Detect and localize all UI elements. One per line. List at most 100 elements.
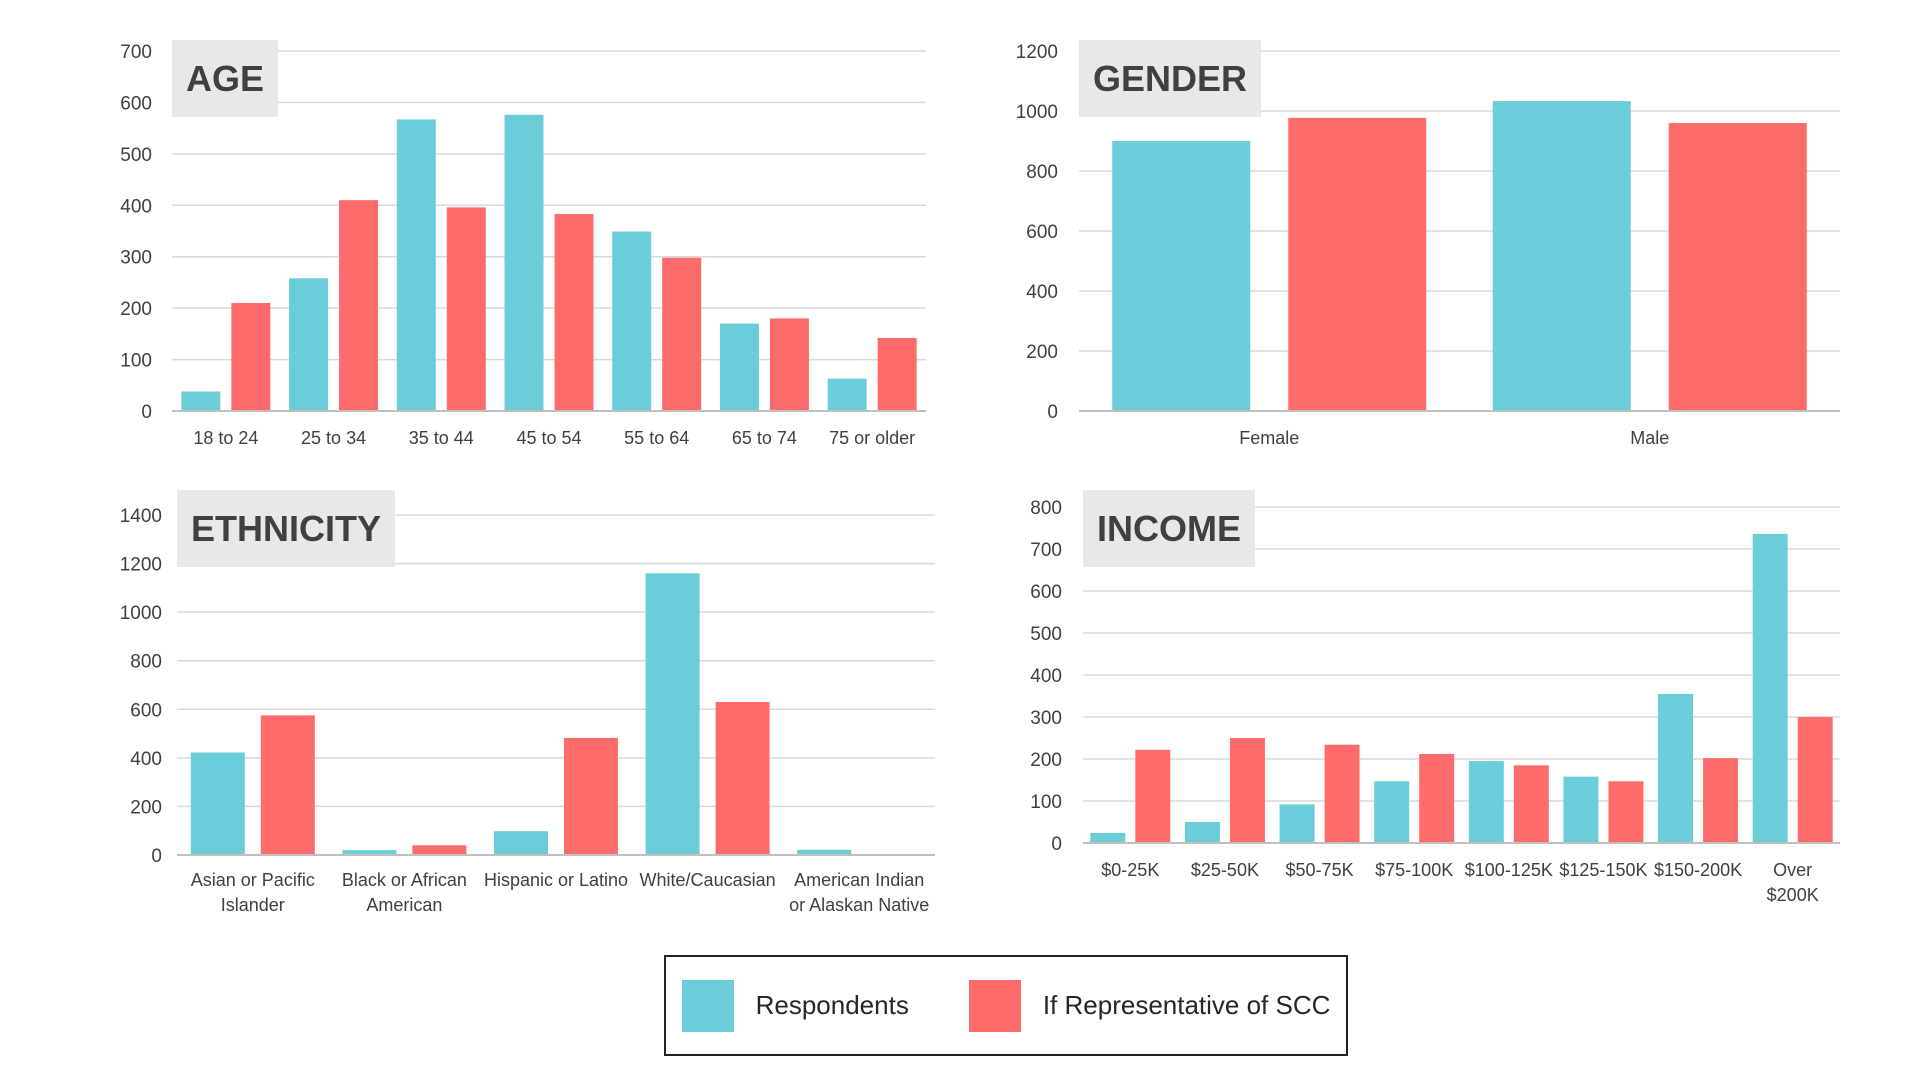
age-ytick-label: 200	[120, 299, 152, 320]
income-bar-representative	[1797, 717, 1833, 843]
income-ytick-label: 300	[1030, 708, 1062, 729]
income-chart-svg: 0 100 200 300 400 500 600 700 800 $0-25K $25-50K $5…	[1030, 498, 1840, 905]
ethnicity-bar-respondents	[797, 849, 852, 855]
income-bar-respondents	[1184, 822, 1220, 843]
age-category-label: 65 to 74	[732, 428, 797, 448]
income-bar-respondents	[1279, 804, 1315, 843]
gender-ytick-label: 0	[1047, 402, 1058, 423]
legend-item-representative: If Representative of SCC	[968, 979, 1330, 1032]
gender-category-label: Male	[1630, 428, 1669, 448]
age-bar-respondents	[612, 231, 652, 411]
gender-chart-svg: 0 200 400 600 800 1000 1200 Female Male	[1016, 42, 1840, 448]
age-ytick-label: 400	[120, 196, 152, 217]
age-chart-svg: 0 100 200 300 400 500 600 700 18 to 24 25 to 34 35…	[120, 42, 926, 448]
ethnicity-ytick-label: 800	[130, 652, 162, 673]
income-ytick-label: 0	[1051, 834, 1062, 855]
income-category-label: $125-150K	[1559, 860, 1647, 880]
age-category-label: 25 to 34	[301, 428, 366, 448]
income-ytick-label: 400	[1030, 666, 1062, 687]
age-bar-representative	[446, 207, 486, 411]
ethnicity-category-label: Asian or Pacific	[191, 870, 315, 890]
income-bar-respondents	[1468, 761, 1504, 843]
gender-ytick-label: 1200	[1016, 42, 1058, 63]
age-category-label: 55 to 64	[624, 428, 689, 448]
age-category-label: 45 to 54	[516, 428, 581, 448]
gender-bar-respondents	[1492, 101, 1631, 411]
ethnicity-bar-representative	[564, 737, 618, 855]
income-category-label: $25-50K	[1191, 860, 1259, 880]
age-ytick-label: 500	[120, 145, 152, 166]
gender-bar-representative	[1288, 117, 1427, 412]
age-category-label: 75 or older	[829, 428, 915, 448]
ethnicity-chart-svg: 0 200 400 600 800 1000 1200 1400 Asian or Pacifi…	[120, 506, 935, 915]
gender-bar-respondents	[1112, 141, 1251, 411]
ethnicity-ytick-label: 200	[130, 797, 162, 818]
income-bar-respondents	[1090, 832, 1126, 843]
ethnicity-ytick-label: 600	[130, 700, 162, 721]
income-bar-respondents	[1374, 781, 1410, 843]
income-category-label: $75-100K	[1375, 860, 1453, 880]
income-category-label: Over	[1773, 860, 1812, 880]
income-bar-respondents	[1658, 693, 1694, 843]
income-ytick-label: 700	[1030, 540, 1062, 561]
ethnicity-category-label: Black or African	[342, 870, 467, 890]
income-category-label: $200K	[1767, 885, 1819, 905]
income-bar-representative	[1135, 749, 1171, 843]
age-bar-representative	[877, 337, 917, 411]
ethnicity-bar-respondents	[190, 752, 245, 855]
ethnicity-ytick-label: 400	[130, 749, 162, 770]
age-bar-representative	[554, 214, 594, 411]
age-bar-respondents	[181, 391, 221, 411]
gender-ytick-label: 200	[1026, 342, 1058, 363]
ethnicity-bar-representative	[715, 702, 770, 855]
age-bar-respondents	[827, 378, 867, 411]
income-bar-representative	[1324, 744, 1360, 843]
ethnicity-category-label: Hispanic or Latino	[484, 870, 628, 890]
gender-ytick-label: 600	[1026, 222, 1058, 243]
ethnicity-ytick-label: 1000	[120, 603, 162, 624]
ethnicity-category-label: White/Caucasian	[640, 870, 776, 890]
age-bar-representative	[769, 318, 809, 411]
gender-ytick-label: 400	[1026, 282, 1058, 303]
income-category-label: $150-200K	[1654, 860, 1742, 880]
ethnicity-bar-representative	[260, 715, 315, 855]
age-ytick-label: 700	[120, 42, 152, 63]
income-ytick-label: 600	[1030, 582, 1062, 603]
gender-category-label: Female	[1239, 428, 1299, 448]
income-category-label: $100-125K	[1465, 860, 1553, 880]
income-ytick-label: 200	[1030, 750, 1062, 771]
gender-ytick-label: 1000	[1016, 102, 1058, 123]
age-bar-respondents	[504, 114, 544, 412]
ethnicity-ytick-label: 0	[151, 846, 162, 867]
age-ytick-label: 100	[120, 351, 152, 372]
ethnicity-ytick-label: 1400	[120, 506, 162, 527]
ethnicity-bar-respondents	[645, 573, 700, 855]
income-bar-respondents	[1563, 776, 1599, 843]
age-ytick-label: 0	[141, 402, 152, 423]
income-chart-title: INCOME	[1083, 490, 1255, 567]
age-category-label: 18 to 24	[193, 428, 258, 448]
gender-bar-representative	[1668, 123, 1807, 411]
age-bar-representative	[662, 257, 702, 411]
age-bar-representative	[231, 303, 271, 411]
income-ytick-label: 800	[1030, 498, 1062, 519]
age-bar-respondents	[396, 119, 436, 412]
age-bar-respondents	[289, 278, 329, 411]
age-ytick-label: 600	[120, 93, 152, 114]
legend-swatch-respondents	[681, 979, 734, 1032]
age-bar-respondents	[719, 323, 759, 411]
income-category-label: $50-75K	[1286, 860, 1354, 880]
legend-swatch-representative	[968, 979, 1021, 1032]
income-ytick-label: 500	[1030, 624, 1062, 645]
ethnicity-category-label: or Alaskan Native	[789, 895, 929, 915]
chart-legend: Respondents If Representative of SCC	[664, 955, 1348, 1056]
income-category-label: $0-25K	[1101, 860, 1159, 880]
income-bar-representative	[1608, 781, 1644, 843]
ethnicity-category-label: American Indian	[794, 870, 924, 890]
age-bar-representative	[339, 200, 379, 411]
legend-item-respondents: Respondents	[681, 979, 909, 1032]
gender-ytick-label: 800	[1026, 162, 1058, 183]
income-bar-representative	[1419, 753, 1455, 843]
ethnicity-bar-respondents	[494, 831, 548, 855]
ethnicity-bar-representative	[412, 845, 467, 855]
